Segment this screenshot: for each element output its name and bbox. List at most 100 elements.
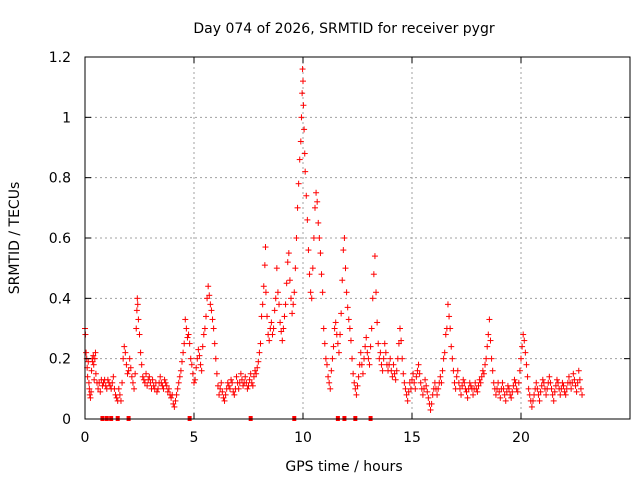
data-point [475,382,482,389]
data-point [315,219,322,226]
data-point [283,280,290,287]
data-point [84,373,91,380]
data-point [415,361,422,368]
data-point [296,156,303,163]
data-point [374,319,381,326]
data-point [441,349,448,356]
data-point [335,349,342,356]
data-point [525,385,532,392]
data-point [446,313,453,320]
data-point [328,367,335,374]
data-point [252,367,259,374]
data-point [300,78,306,85]
data-point [405,388,412,395]
data-point [500,385,507,392]
data-point [174,385,181,392]
data-point [437,373,444,380]
data-point [440,355,447,362]
data-point [460,376,467,383]
data-point [389,373,396,380]
data-point [492,391,499,398]
data-point [536,397,543,404]
data-point [213,370,220,377]
data-point [476,376,483,383]
data-point [513,385,520,392]
data-point [89,358,96,365]
data-point [186,340,193,347]
data-point [229,379,236,386]
data-point [199,343,206,350]
data-point [258,313,265,320]
data-point [198,367,205,374]
data-point [447,325,454,332]
data-point [260,283,267,290]
data-point [189,370,196,377]
data-point [221,397,228,404]
data-point [293,235,300,241]
data-point [86,385,93,392]
data-point [209,316,216,323]
data-point [228,376,235,383]
data-point [168,394,175,401]
data-point [506,385,513,392]
data-point [220,394,227,401]
data-point [334,340,341,347]
data-point [250,373,257,380]
data-point [420,385,427,392]
data-point [504,382,511,389]
data-point [284,259,291,266]
data-point [371,253,378,260]
data-point [341,235,348,241]
data-point [368,325,375,332]
data-point [576,376,583,383]
data-point [575,367,582,374]
data-point [141,379,148,386]
data-point [147,379,154,386]
data-point [235,385,242,392]
data-point [86,391,93,398]
data-point [524,373,531,380]
data-point [319,289,326,296]
data-point [362,343,369,350]
data-point [116,391,123,398]
data-point [467,382,474,389]
data-point [91,376,98,383]
data-point [503,388,510,395]
data-point [165,385,172,392]
data-point [478,373,485,380]
data-point [176,373,183,380]
data-point [488,355,495,362]
data-point [248,379,255,386]
data-point [195,346,202,353]
data-point [288,295,295,302]
data-point [217,385,224,392]
data-point [402,385,409,392]
data-point [403,391,410,398]
data-point [309,265,316,272]
data-point [211,340,218,347]
data-point [175,379,182,386]
data-point [137,349,144,356]
data-point [379,367,386,374]
data-point [183,325,190,332]
data-point [422,376,429,383]
data-point [133,307,140,314]
data-point [278,328,285,335]
data-point [247,370,254,377]
data-point [104,376,111,383]
data-point [294,204,301,211]
data-point [364,349,371,356]
data-point [254,364,261,371]
data-point [207,301,214,308]
data-point [515,379,522,386]
data-point [244,385,251,392]
data-point [212,355,219,362]
data-point [289,310,296,317]
data-point [291,289,298,296]
data-point [438,379,445,386]
data-point [332,319,339,326]
data-point [131,385,138,392]
data-point [414,367,421,374]
data-point [390,361,397,368]
data-point [487,337,494,344]
